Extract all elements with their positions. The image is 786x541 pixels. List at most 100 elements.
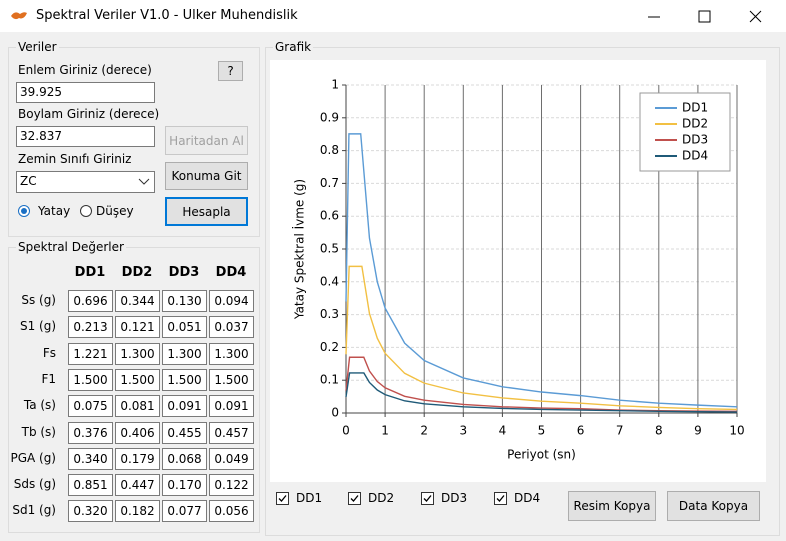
x-tick-label: 3	[459, 424, 467, 438]
window-controls[interactable]	[640, 6, 780, 28]
y-axis-label: Yatay Spektral İvme (g)	[292, 179, 307, 320]
table-cell: 1.300	[115, 342, 160, 365]
x-tick-label: 5	[538, 424, 546, 438]
series-line	[345, 133, 738, 408]
table-cell: 0.320	[68, 500, 113, 523]
table-cell: 0.121	[115, 316, 160, 339]
y-tick-label: 0.7	[320, 176, 339, 190]
group-box	[265, 47, 780, 536]
column-header: DD3	[168, 265, 200, 280]
label: Enlem Giriniz (derece)	[18, 63, 152, 77]
group-title: Veriler	[16, 40, 59, 54]
x-tick-label: 10	[729, 424, 744, 438]
table-cell: 0.455	[162, 421, 207, 444]
table-cell: 0.075	[68, 395, 113, 418]
x-axis-label: Periyot (sn)	[507, 448, 576, 462]
legend-label: DD3	[682, 133, 708, 147]
button[interactable]: Konuma Git	[165, 162, 248, 190]
x-tick-label: 2	[420, 424, 428, 438]
y-tick-label: 0.8	[320, 143, 339, 157]
y-tick-label: 0.6	[320, 209, 339, 223]
checkbox[interactable]	[494, 492, 507, 505]
table-cell: 0.049	[209, 447, 254, 470]
group-box	[8, 47, 260, 237]
text-input[interactable]: 39.925	[16, 82, 155, 103]
x-tick-label: 4	[499, 424, 507, 438]
table-cell: 0.091	[209, 395, 254, 418]
table-cell: 0.051	[162, 316, 207, 339]
row-label: F1	[41, 371, 56, 386]
row-label: S1 (g)	[19, 319, 56, 334]
button[interactable]: Hesapla	[165, 197, 248, 226]
button[interactable]: ?	[218, 61, 243, 81]
table-cell: 0.094	[209, 290, 254, 312]
checkbox-label[interactable]: DD2	[368, 491, 395, 505]
table-cell: 0.037	[209, 316, 254, 339]
table-cell: 0.376	[68, 421, 113, 444]
row-label: Tb (s)	[21, 424, 56, 439]
checkbox[interactable]	[276, 492, 289, 505]
series-line	[345, 372, 738, 413]
radio-label[interactable]: Yatay	[38, 204, 71, 218]
table-cell: 0.340	[68, 447, 113, 470]
row-label: Fs	[42, 345, 56, 360]
checkbox-label[interactable]: DD4	[514, 491, 541, 505]
table-cell: 1.500	[162, 368, 207, 391]
legend-label: DD2	[682, 117, 708, 131]
column-header: DD4	[215, 265, 247, 280]
group-box	[8, 247, 260, 533]
dropdown[interactable]: ZC	[16, 171, 155, 193]
x-tick-label: 6	[577, 424, 585, 438]
checkbox[interactable]	[348, 492, 361, 505]
legend-label: DD4	[682, 149, 708, 163]
chart: 00.10.20.30.40.50.60.70.80.910 1 2 3 4 5 6 7 8 9 1…	[270, 60, 766, 482]
y-tick-label: 0.5	[320, 242, 339, 256]
window-title: Spektral Veriler V1.0 - Ulker Muhendisli…	[36, 8, 298, 23]
group-title: Grafik	[273, 40, 314, 54]
table-cell: 0.077	[162, 500, 207, 523]
table-cell: 1.500	[115, 368, 160, 391]
label: Boylam Giriniz (derece)	[18, 107, 160, 121]
table-cell: 0.056	[209, 500, 254, 523]
button[interactable]: Haritadan Al	[165, 126, 248, 155]
legend-box	[639, 92, 731, 172]
row-label: Ss (g)	[21, 293, 56, 307]
text-input[interactable]: 32.837	[16, 126, 155, 147]
table-cell: 0.182	[115, 500, 160, 523]
table-cell: 0.130	[162, 290, 207, 312]
table-cell: 1.300	[209, 342, 254, 365]
radio-button[interactable]	[80, 205, 92, 217]
table-cell: 0.091	[162, 395, 207, 418]
y-tick-label: 0.2	[320, 340, 339, 354]
label: Zemin Sınıfı Giriniz	[18, 152, 132, 166]
table-cell: 0.696	[68, 290, 113, 312]
x-tick-label: 8	[655, 424, 663, 438]
table-cell: 1.500	[68, 368, 113, 391]
checkbox-label[interactable]: DD1	[296, 491, 323, 505]
series-line	[345, 265, 738, 411]
y-tick-label: 0.9	[320, 110, 339, 124]
button[interactable]: Data Kopya	[667, 491, 760, 521]
radio-label[interactable]: Düşey	[96, 204, 134, 218]
x-tick-label: 9	[694, 424, 702, 438]
button[interactable]: Resim Kopya	[568, 491, 656, 521]
column-header: DD2	[121, 265, 153, 280]
group-title: Spektral Değerler	[16, 240, 126, 254]
table-cell: 0.068	[162, 447, 207, 470]
checkbox[interactable]	[421, 492, 434, 505]
x-tick-label: 1	[381, 424, 389, 438]
table-cell: 1.300	[162, 342, 207, 365]
y-tick-label: 0	[331, 406, 339, 420]
table-cell: 0.406	[115, 421, 160, 444]
table-cell: 0.081	[115, 395, 160, 418]
radio-button[interactable]	[18, 205, 30, 217]
table-cell: 0.122	[209, 474, 254, 497]
row-label: PGA (g)	[10, 450, 56, 465]
row-label: Sd1 (g)	[12, 503, 56, 518]
table-cell: 0.457	[209, 421, 254, 444]
legend-label: DD1	[682, 101, 708, 115]
x-tick-label: 0	[342, 424, 350, 438]
y-tick-label: 0.4	[320, 274, 339, 288]
checkbox-label[interactable]: DD3	[441, 491, 468, 505]
